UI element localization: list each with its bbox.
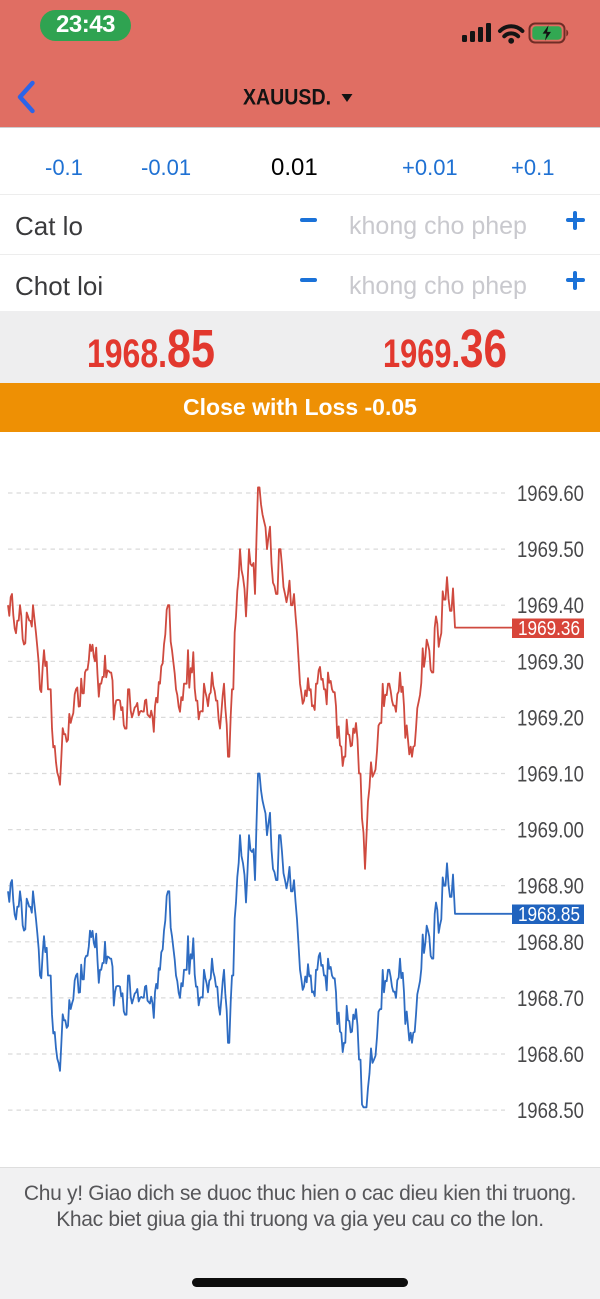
svg-text:1969.40: 1969.40	[517, 593, 584, 618]
svg-text:1969.20: 1969.20	[517, 705, 584, 730]
svg-text:1969.00: 1969.00	[517, 818, 584, 843]
svg-text:1968.85: 1968.85	[518, 904, 580, 926]
svg-text:1968.60: 1968.60	[517, 1042, 584, 1067]
svg-text:1969.: 1969.	[383, 332, 460, 376]
svg-text:1968.: 1968.	[87, 332, 167, 376]
svg-text:XAUUSD.: XAUUSD.	[243, 85, 331, 110]
svg-text:1968.70: 1968.70	[517, 986, 584, 1011]
svg-text:85: 85	[167, 319, 215, 379]
svg-text:1968.50: 1968.50	[517, 1098, 584, 1123]
svg-text:1968.90: 1968.90	[517, 874, 584, 899]
svg-text:1968.80: 1968.80	[517, 930, 584, 955]
svg-text:1969.60: 1969.60	[517, 481, 584, 506]
svg-text:1969.36: 1969.36	[518, 618, 580, 640]
svg-text:1969.30: 1969.30	[517, 649, 584, 674]
svg-text:1969.10: 1969.10	[517, 762, 584, 787]
svg-text:36: 36	[460, 319, 507, 379]
svg-text:1969.50: 1969.50	[517, 537, 584, 562]
